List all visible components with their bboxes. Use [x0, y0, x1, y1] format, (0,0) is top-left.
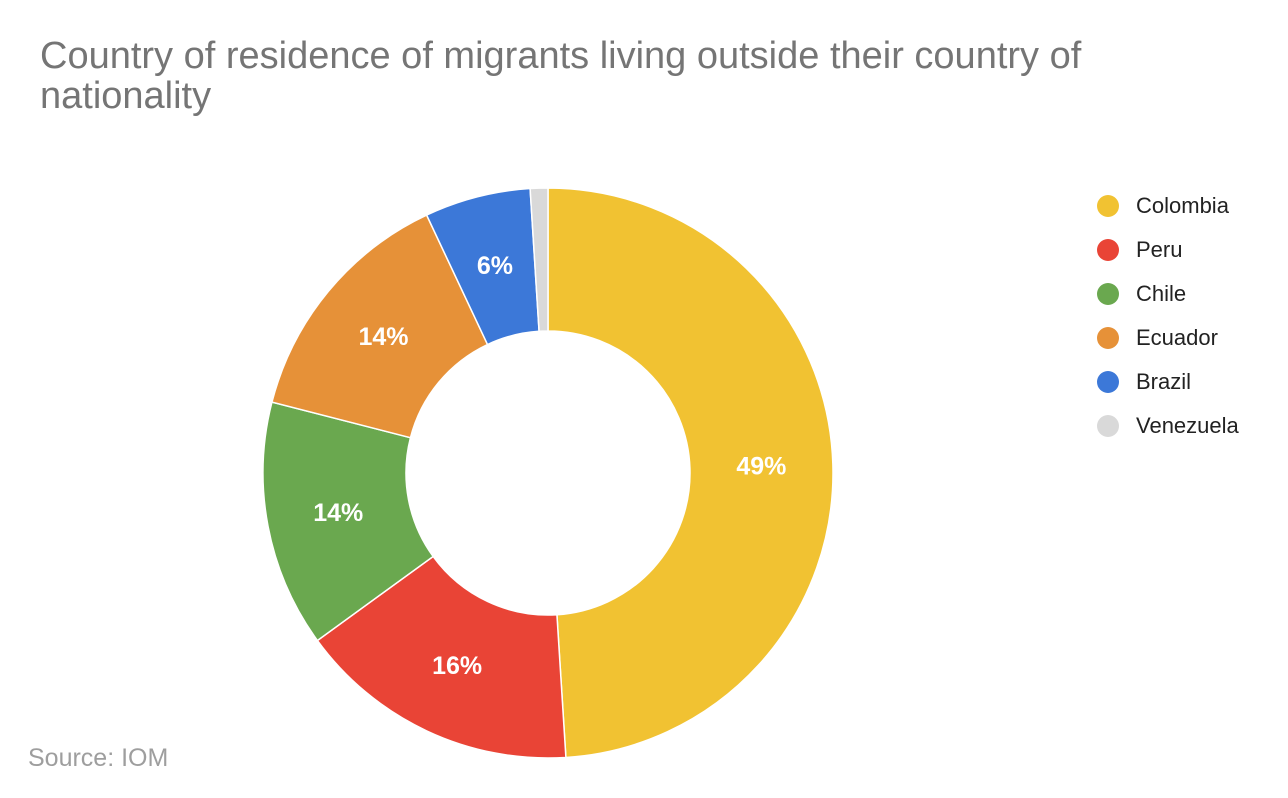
legend-label: Chile	[1136, 281, 1187, 306]
legend-label: Colombia	[1136, 193, 1229, 218]
slice-label-brazil: 6%	[477, 252, 513, 280]
legend-item-ecuador: Ecuador	[1097, 316, 1239, 360]
legend-label: Venezuela	[1136, 413, 1239, 438]
legend-swatch	[1097, 327, 1119, 349]
legend-swatch	[1097, 371, 1119, 393]
legend-label: Ecuador	[1136, 325, 1218, 350]
slice-label-ecuador: 14%	[358, 323, 408, 351]
slices-layer	[262, 187, 834, 759]
slice-peru	[316, 555, 567, 759]
slice-chile	[262, 401, 435, 642]
slice-ecuador	[271, 214, 489, 439]
legend-label: Peru	[1136, 237, 1183, 262]
legend-item-chile: Chile	[1097, 272, 1239, 316]
chart-title: Country of residence of migrants living …	[40, 35, 1082, 117]
slice-label-colombia: 49%	[736, 452, 786, 480]
legend-swatch	[1097, 195, 1119, 217]
legend-item-venezuela: Venezuela	[1097, 404, 1239, 448]
slice-label-peru: 16%	[432, 652, 482, 680]
slice-label-chile: 14%	[313, 499, 363, 527]
legend-item-colombia: Colombia	[1097, 184, 1239, 228]
source-note: Source: IOM	[28, 744, 169, 772]
labels-layer: 49% 16% 14% 14% 6%	[313, 252, 786, 680]
legend: Colombia Peru Chile Ecuador Brazil Venezuela	[1097, 184, 1239, 448]
legend-swatch	[1097, 415, 1119, 437]
slice-colombia	[547, 187, 834, 759]
slice-venezuela	[529, 187, 549, 333]
legend-swatch	[1097, 239, 1119, 261]
legend-label: Brazil	[1136, 369, 1192, 394]
legend-item-brazil: Brazil	[1097, 360, 1239, 404]
legend-item-peru: Peru	[1097, 228, 1239, 272]
legend-swatch	[1097, 283, 1119, 305]
